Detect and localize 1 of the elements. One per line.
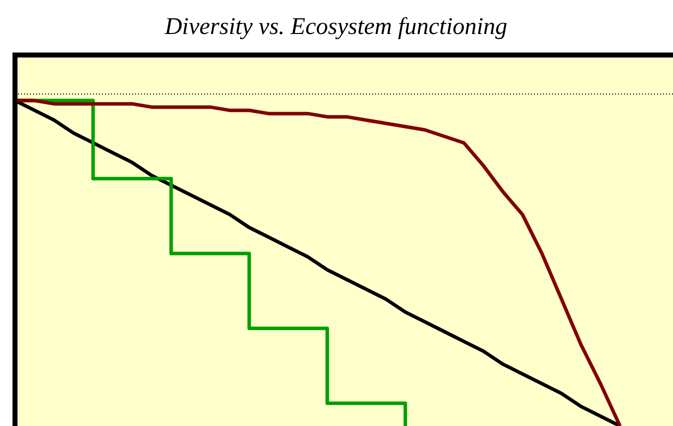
chart-title: Diversity vs. Ecosystem functioning [164,14,508,40]
